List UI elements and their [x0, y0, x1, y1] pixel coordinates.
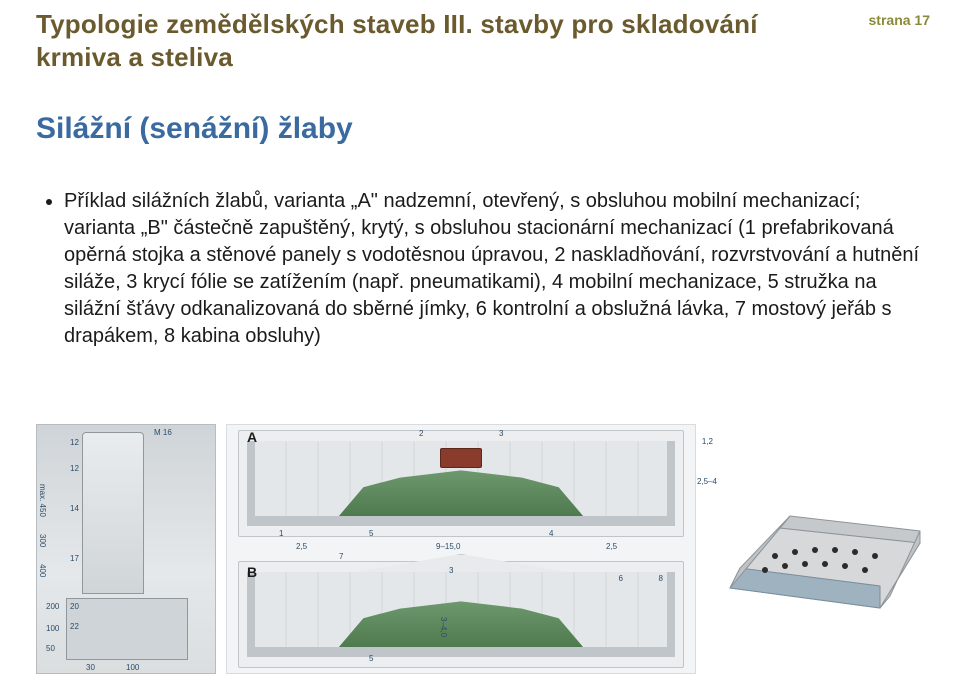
section-b-label: B	[247, 564, 257, 580]
section-a-vehicle	[440, 448, 482, 468]
list-item: Příklad silážních žlabů, varianta „A" na…	[64, 188, 920, 350]
title-line-2: krmiva a steliva	[36, 42, 233, 72]
callout: 1	[279, 529, 283, 538]
left-tower	[82, 432, 144, 594]
diagram-sections: A 2 3 1 5 4 1,2 2,5–4 2,5 9–15,0 2,5 B 7…	[226, 424, 696, 674]
dim-label: 30	[86, 663, 95, 672]
callout: 8	[659, 574, 663, 583]
dim-label: 300	[38, 534, 47, 547]
dim-label: 400	[38, 564, 47, 577]
dim-label: 17	[70, 554, 79, 563]
dim-label: 20	[70, 602, 79, 611]
section-a-label: A	[247, 429, 257, 445]
callout: 5	[369, 529, 373, 538]
perspective-svg	[720, 498, 930, 618]
dim-label: 9–15,0	[436, 542, 460, 551]
dim-label: 100	[46, 624, 59, 633]
diagram-area: M 16 12 12 14 17 20 22 max. 450 300 400 …	[36, 424, 930, 674]
dim-label: 22	[70, 622, 79, 631]
title-line-1: Typologie zemědělských staveb III. stavb…	[36, 9, 758, 39]
section-b: B 7 3 6 8 5 3–4,0	[238, 561, 684, 668]
dim-label: max. 450	[38, 484, 47, 517]
dim-label: 200	[46, 602, 59, 611]
callout: 7	[339, 552, 343, 561]
dim-label: 1,2	[702, 437, 713, 446]
page-number: strana 17	[869, 12, 930, 28]
callout: 6	[619, 574, 623, 583]
callout: 4	[549, 529, 553, 538]
page-title: Typologie zemědělských staveb III. stavb…	[36, 8, 930, 73]
callout: 2	[419, 429, 423, 438]
bullet-list: Příklad silážních žlabů, varianta „A" na…	[36, 188, 920, 350]
dim-label: 3–4,0	[439, 617, 448, 637]
dim-label: 100	[126, 663, 139, 672]
left-base	[66, 598, 188, 660]
dim-label: M 16	[154, 428, 172, 437]
diagram-perspective	[720, 498, 930, 618]
callout: 3	[499, 429, 503, 438]
dim-label: 50	[46, 644, 55, 653]
dim-label: 12	[70, 438, 79, 447]
callout: 5	[369, 654, 373, 663]
dim-label: 2,5	[606, 542, 617, 551]
subtitle: Silážní (senážní) žlaby	[36, 112, 353, 146]
callout: 3	[449, 566, 453, 575]
dim-label: 2,5	[296, 542, 307, 551]
dim-label: 2,5–4	[697, 477, 717, 486]
dim-label: 12	[70, 464, 79, 473]
section-a: A 2 3 1 5 4 1,2 2,5–4	[238, 430, 684, 537]
diagram-left-profile: M 16 12 12 14 17 20 22 max. 450 300 400 …	[36, 424, 216, 674]
dim-label: 14	[70, 504, 79, 513]
